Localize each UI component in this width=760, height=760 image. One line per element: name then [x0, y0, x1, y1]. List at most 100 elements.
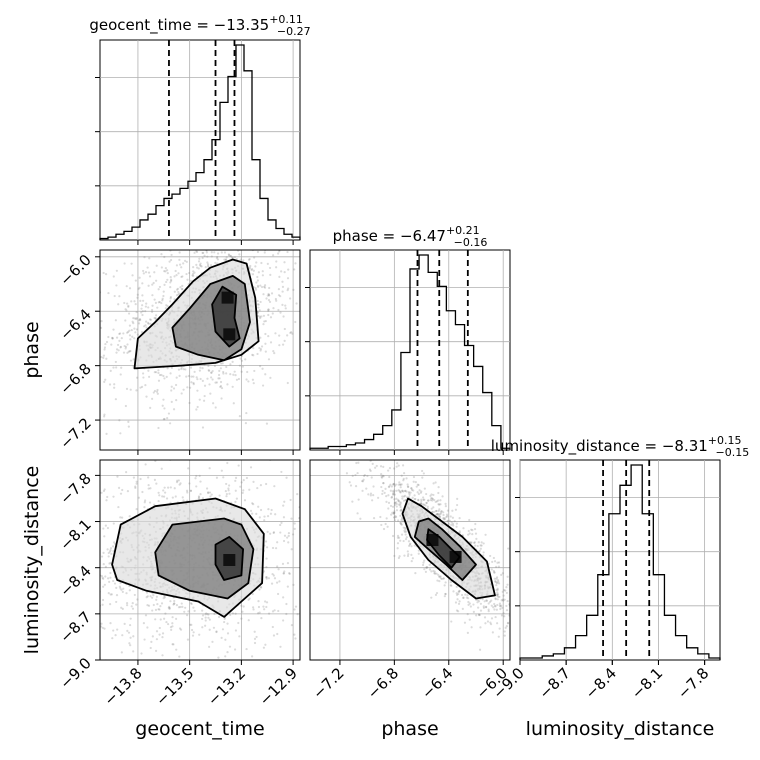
sample-point — [109, 603, 112, 606]
sample-point — [115, 348, 119, 351]
sample-point — [252, 269, 255, 272]
sample-point — [417, 498, 420, 501]
sample-point — [126, 343, 129, 346]
sample-point — [265, 575, 268, 579]
sample-point — [382, 475, 385, 478]
sample-point — [267, 507, 270, 511]
sample-point — [212, 402, 215, 405]
sample-point — [269, 532, 272, 535]
sample-point — [383, 491, 386, 494]
sample-point — [123, 344, 126, 348]
sample-point — [413, 544, 416, 547]
sample-point — [449, 581, 452, 584]
sample-point — [259, 365, 262, 368]
sample-point — [201, 497, 205, 500]
sample-point — [497, 561, 501, 564]
sample-point — [455, 593, 459, 596]
sample-point — [400, 509, 403, 512]
sample-point — [282, 572, 285, 575]
sample-point — [142, 272, 145, 275]
sample-point — [247, 619, 250, 622]
sample-point — [261, 270, 264, 273]
sample-point — [251, 655, 254, 658]
sample-point — [470, 528, 473, 531]
sample-point — [480, 544, 483, 547]
sample-point — [283, 500, 286, 503]
sample-point — [103, 535, 106, 538]
sample-point — [211, 640, 214, 643]
sample-point — [231, 612, 235, 615]
sample-point — [135, 482, 138, 485]
sample-point — [496, 598, 499, 601]
sample-point — [133, 593, 136, 597]
sample-point — [345, 472, 349, 475]
sample-point — [203, 254, 206, 257]
sample-point — [229, 373, 232, 376]
sample-point — [444, 592, 447, 596]
sample-point — [443, 595, 446, 598]
sample-point — [206, 377, 209, 380]
sample-point — [193, 609, 196, 612]
sample-point — [229, 255, 232, 258]
sample-point — [404, 528, 407, 531]
sample-point — [497, 580, 500, 583]
sample-point — [252, 480, 255, 483]
sample-point — [251, 592, 254, 596]
sample-point — [467, 597, 470, 600]
sample-point — [294, 637, 297, 640]
sample-point — [103, 415, 106, 418]
sample-point — [257, 271, 260, 274]
contour-level-1 — [413, 517, 477, 581]
sample-point — [169, 486, 172, 489]
ylabel-luminosity-distance: luminosity_distance — [21, 466, 43, 655]
sample-point — [467, 533, 470, 536]
sample-point — [128, 515, 131, 518]
sample-point — [197, 495, 201, 498]
sample-point — [253, 641, 257, 645]
sample-point — [421, 563, 425, 567]
sample-point — [403, 529, 406, 532]
sample-point — [129, 644, 132, 647]
sample-point — [407, 496, 411, 499]
sample-point — [281, 343, 285, 346]
sample-point — [258, 309, 261, 312]
sample-point — [144, 384, 147, 387]
sample-point — [101, 576, 104, 579]
sample-point — [412, 475, 416, 479]
sample-point — [201, 256, 204, 260]
sample-point — [163, 255, 166, 259]
sample-point — [283, 327, 286, 331]
sample-point — [124, 319, 127, 322]
sample-point — [432, 569, 435, 573]
sample-point — [147, 369, 150, 372]
sample-point — [421, 469, 424, 473]
sample-point — [396, 542, 400, 545]
sample-point — [435, 509, 438, 513]
sample-point — [130, 605, 133, 608]
sample-point — [478, 613, 481, 617]
sample-point — [251, 502, 254, 505]
sample-point — [154, 608, 158, 611]
sample-point — [234, 629, 238, 632]
sample-point — [192, 274, 195, 277]
sample-point — [439, 499, 442, 502]
sample-point — [424, 570, 427, 573]
sample-point — [171, 496, 174, 499]
sample-point — [175, 274, 178, 277]
sample-point — [400, 522, 403, 526]
sample-point — [293, 268, 296, 271]
sample-point — [151, 304, 154, 307]
sample-point — [435, 513, 438, 516]
sample-point — [132, 317, 135, 320]
sample-point — [165, 304, 168, 307]
sample-point — [484, 606, 488, 609]
sample-point — [417, 549, 420, 552]
sample-point — [406, 554, 410, 558]
sample-point — [142, 622, 145, 625]
sample-point — [454, 508, 458, 511]
title-geocent-time-plus: +0.11 — [269, 13, 303, 26]
sample-point — [237, 464, 240, 467]
sample-point — [483, 616, 487, 619]
histogram-steps — [309, 254, 511, 450]
sample-point — [397, 483, 400, 486]
